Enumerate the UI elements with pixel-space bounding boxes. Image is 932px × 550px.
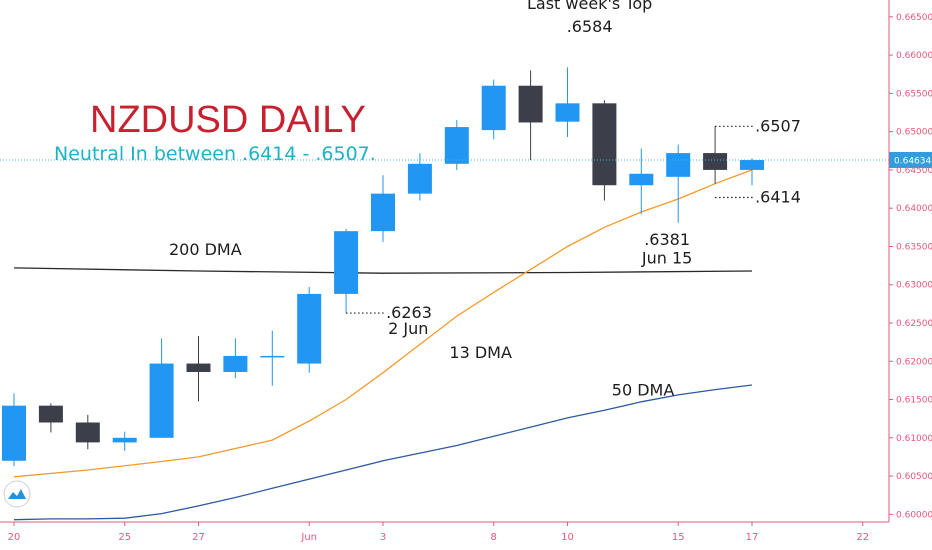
y-tick-label[interactable]: 0.66000 xyxy=(896,51,932,61)
candle-body[interactable] xyxy=(444,127,469,164)
candle-body[interactable] xyxy=(112,437,137,443)
dma-50-label: 50 DMA xyxy=(612,381,675,400)
candle-body[interactable] xyxy=(592,103,617,186)
y-tick-label[interactable]: 0.63000 xyxy=(896,281,932,291)
candle-body[interactable] xyxy=(666,153,691,177)
candle[interactable] xyxy=(223,338,248,379)
y-tick-label[interactable]: 0.62500 xyxy=(896,319,932,329)
candle-body[interactable] xyxy=(334,231,359,294)
y-axis-ticks[interactable]: 0.66500 0.66000 0.65500 0.65000 0.64500 0.640… xyxy=(889,13,932,521)
x-tick-label[interactable]: 17 xyxy=(746,532,759,543)
y-tick-label[interactable]: 0.62000 xyxy=(896,357,932,367)
current-price-line: 0.64634 xyxy=(0,151,932,168)
candle-body[interactable] xyxy=(297,293,322,364)
candle[interactable] xyxy=(112,431,137,451)
candle-body[interactable] xyxy=(629,173,654,186)
x-tick-label[interactable]: 25 xyxy=(118,532,131,543)
candle-body[interactable] xyxy=(149,363,174,438)
candle[interactable] xyxy=(260,330,285,386)
candle[interactable] xyxy=(592,100,617,201)
candle[interactable] xyxy=(407,153,432,201)
y-tick-label[interactable]: 0.63500 xyxy=(896,242,932,252)
x-tick-label[interactable]: 3 xyxy=(380,532,386,543)
candles[interactable] xyxy=(2,67,764,467)
y-tick-label[interactable]: 0.60500 xyxy=(896,472,932,482)
candle[interactable] xyxy=(149,338,174,438)
candle[interactable] xyxy=(334,228,359,314)
level-price-label: .6414 xyxy=(755,187,801,206)
x-axis-ticks[interactable]: 20 25 27 Jun 3 8 10 15 17 22 xyxy=(8,522,869,543)
candle-body[interactable] xyxy=(223,355,248,372)
annotation-text: Last week's Top xyxy=(527,0,652,13)
y-tick-label[interactable]: 0.61000 xyxy=(896,434,932,444)
chart-title: NZDUSD DAILY xyxy=(90,99,366,141)
candle[interactable] xyxy=(371,175,395,242)
candle[interactable] xyxy=(666,144,691,223)
y-tick-label[interactable]: 0.64500 xyxy=(896,166,932,176)
level-price-label: .6263 xyxy=(386,303,432,322)
y-tick-label[interactable]: 0.65000 xyxy=(896,128,932,138)
dma-200-label: 200 DMA xyxy=(169,240,242,259)
x-tick-label[interactable]: 8 xyxy=(491,532,497,543)
candle-body[interactable] xyxy=(555,103,580,122)
candle[interactable] xyxy=(186,336,211,402)
candle-body[interactable] xyxy=(38,405,63,423)
x-tick-label[interactable]: 22 xyxy=(856,532,869,543)
candle[interactable] xyxy=(740,158,764,186)
level-date-label: 2 Jun xyxy=(388,319,428,338)
dma-13-label: 13 DMA xyxy=(449,343,512,362)
y-tick-label[interactable]: 0.64000 xyxy=(896,204,932,214)
annotation-text: .6584 xyxy=(567,17,613,36)
candle[interactable] xyxy=(629,148,654,215)
candle-body[interactable] xyxy=(260,355,285,358)
dma-13-line xyxy=(13,169,753,478)
y-tick-label[interactable]: 0.61500 xyxy=(896,396,932,406)
y-tick-label[interactable]: 0.65500 xyxy=(896,89,932,99)
candle-body[interactable] xyxy=(75,422,100,443)
y-tick-label[interactable]: 0.66500 xyxy=(896,13,932,23)
candle[interactable] xyxy=(38,403,63,433)
current-price-tag xyxy=(889,151,932,168)
tradingview-logo[interactable] xyxy=(3,480,31,508)
candle[interactable] xyxy=(518,70,543,160)
candle[interactable] xyxy=(2,393,26,467)
x-tick-label[interactable]: 15 xyxy=(672,532,685,543)
candle[interactable] xyxy=(481,79,506,140)
x-tick-label[interactable]: 10 xyxy=(561,532,574,543)
candle-body[interactable] xyxy=(2,405,26,461)
chart-subtitle: Neutral In between .6414 - .6507. xyxy=(54,143,376,165)
candle[interactable] xyxy=(703,126,728,184)
candle-body[interactable] xyxy=(407,163,432,194)
dma-200-line xyxy=(13,267,753,274)
candle-body[interactable] xyxy=(371,193,395,232)
candle-body[interactable] xyxy=(186,363,211,372)
candle-body[interactable] xyxy=(518,85,543,123)
x-tick-label[interactable]: Jun xyxy=(300,532,317,543)
candle-body[interactable] xyxy=(703,153,728,170)
x-tick-label[interactable]: 20 xyxy=(8,532,21,543)
current-price-label: 0.64634 xyxy=(894,156,931,166)
moving-averages: 200 DMA 13 DMA 50 DMA xyxy=(13,169,753,521)
x-tick-label[interactable]: 27 xyxy=(192,532,205,543)
y-tick-label[interactable]: 0.60000 xyxy=(896,510,932,520)
annotation-text: .6381 xyxy=(644,230,690,249)
logo-icon xyxy=(3,480,31,508)
candle-body[interactable] xyxy=(481,85,506,131)
candle[interactable] xyxy=(297,287,322,373)
candle-body[interactable] xyxy=(740,159,764,170)
candle[interactable] xyxy=(444,120,469,170)
candle[interactable] xyxy=(75,414,100,450)
annotation-text: Jun 15 xyxy=(641,248,692,267)
logo-mountain-icon xyxy=(8,489,26,499)
level-price-label: .6507 xyxy=(755,116,801,135)
candle[interactable] xyxy=(555,67,580,138)
dma-50-line xyxy=(13,384,753,521)
